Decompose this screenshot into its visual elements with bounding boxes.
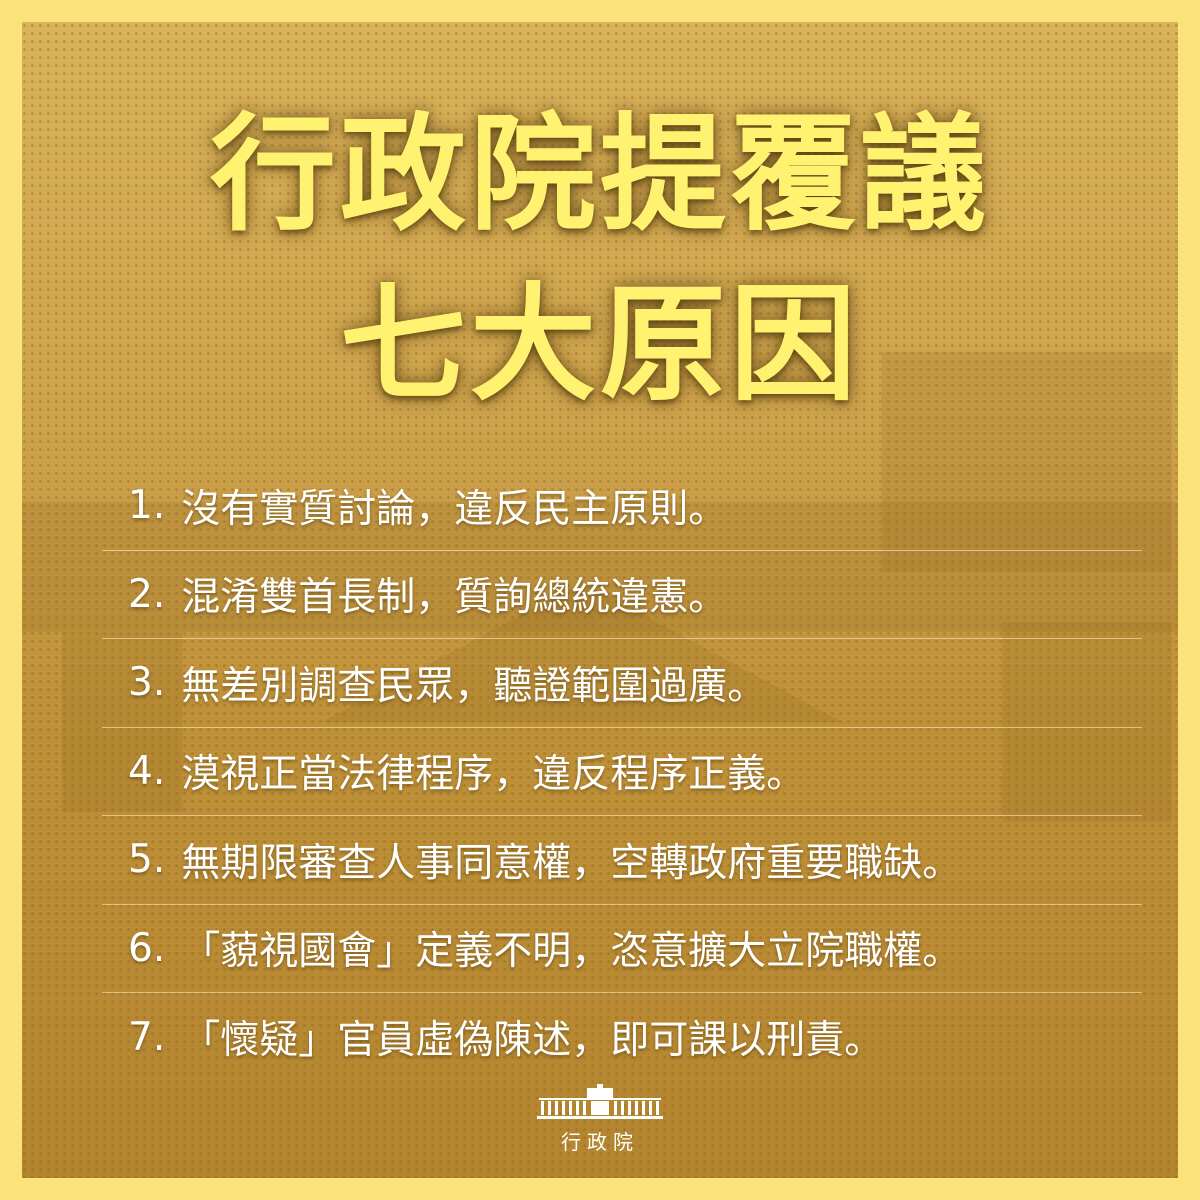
reason-number: 6. [128, 925, 166, 971]
reason-number: 1. [128, 483, 166, 529]
reason-text: 沒有實質討論，違反民主原則。 [181, 486, 728, 532]
reason-item-1: 1. 沒有實質討論，違反民主原則。 [102, 462, 1142, 551]
reasons-list: 1. 沒有實質討論，違反民主原則。 2. 混淆雙首長制，質詢總統違憲。 3. 無… [102, 462, 1142, 1082]
reason-item-6: 6. 「藐視國會」定義不明，恣意擴大立院職權。 [102, 905, 1142, 993]
reason-item-2: 2. 混淆雙首長制，質詢總統違憲。 [102, 551, 1142, 639]
reason-text: 混淆雙首長制，質詢總統違憲。 [181, 575, 728, 621]
reason-text: 「藐視國會」定義不明，恣意擴大立院職權。 [181, 929, 962, 975]
reason-number: 2. [128, 571, 166, 617]
reason-item-5: 5. 無期限審查人事同意權，空轉政府重要職缺。 [102, 816, 1142, 905]
title-line-1: 行政院提覆議 [210, 101, 990, 248]
reason-text: 無期限審查人事同意權，空轉政府重要職缺。 [181, 840, 962, 886]
reason-item-3: 3. 無差別調查民眾，聽證範圍過廣。 [102, 639, 1142, 728]
reason-number: 5. [128, 837, 166, 883]
reason-item-7: 7. 「懷疑」官員虛偽陳述，即可課以刑責。 [102, 993, 1142, 1082]
executive-yuan-logo: 行政院 [22, 1084, 1178, 1155]
executive-yuan-building-icon [537, 1084, 663, 1119]
reason-number: 4. [128, 748, 166, 794]
poster-panel: 行政院提覆議 七大原因 1. 沒有實質討論，違反民主原則。 2. 混淆雙首長制，… [22, 22, 1178, 1178]
reason-text: 無差別調查民眾，聽證範圍過廣。 [181, 663, 767, 709]
reason-text: 「懷疑」官員虛偽陳述，即可課以刑責。 [181, 1018, 884, 1064]
title-line-2: 七大原因 [340, 271, 860, 418]
reason-number: 3. [128, 660, 166, 706]
reason-number: 7. [128, 1014, 166, 1060]
reason-item-4: 4. 漠視正當法律程序，違反程序正義。 [102, 728, 1142, 816]
logo-text: 行政院 [561, 1130, 639, 1154]
reason-text: 漠視正當法律程序，違反程序正義。 [181, 752, 806, 798]
